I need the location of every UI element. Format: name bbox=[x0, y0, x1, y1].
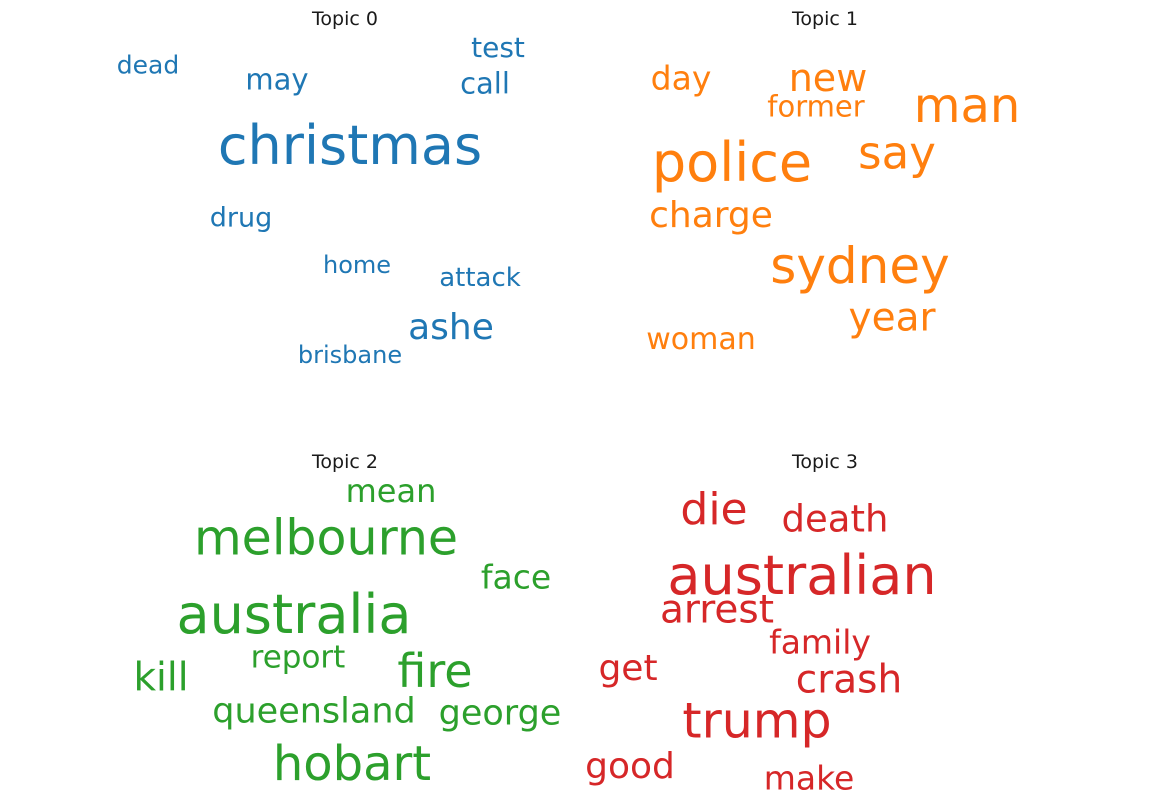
topic-0-word-drug: drug bbox=[209, 202, 273, 234]
topic-3-word-good: good bbox=[585, 746, 675, 787]
topic-2-word-australia: australia bbox=[176, 583, 412, 646]
topic-2-word-fire: fire bbox=[397, 644, 473, 698]
topic-3-word-make: make bbox=[763, 758, 855, 798]
topic-3-word-crash: crash bbox=[795, 657, 903, 703]
topic-2-word-face: face bbox=[480, 557, 552, 597]
topic-2-word-mean: mean bbox=[345, 472, 437, 510]
topic-0-word-dead: dead bbox=[116, 50, 180, 80]
topic-1-wordcloud: police sydney man say year new charge day woman f… bbox=[585, 8, 1065, 388]
topic-3-wordcloud: australian trump die crash arrest death get goo… bbox=[585, 451, 1065, 806]
topic-0-word-may: may bbox=[245, 62, 309, 97]
topic-1-word-new: new bbox=[788, 56, 868, 100]
topic-1-word-charge: charge bbox=[649, 195, 773, 236]
topic-0-title: Topic 0 bbox=[312, 8, 378, 30]
topic-2-title: Topic 2 bbox=[312, 451, 378, 473]
topic-1-panel: Topic 1 police sydney man say year new charge d… bbox=[585, 8, 1065, 388]
topic-3-word-arrest: arrest bbox=[659, 587, 775, 633]
topic-2-word-melbourne: melbourne bbox=[193, 509, 459, 567]
topic-0-panel: Topic 0 christmas ashe may call test drug atta… bbox=[105, 8, 585, 388]
topic-0-word-ashe: ashe bbox=[408, 307, 494, 348]
topic-1-word-say: say bbox=[858, 126, 936, 180]
topic-3-word-get: get bbox=[598, 648, 658, 689]
topic-1-title: Topic 1 bbox=[792, 8, 858, 30]
topic-1-word-police: police bbox=[651, 131, 813, 194]
topic-1-word-year: year bbox=[848, 295, 936, 341]
topic-1-word-former: former bbox=[767, 89, 865, 124]
topic-0-word-christmas: christmas bbox=[217, 114, 483, 177]
topic-2-word-hobart: hobart bbox=[272, 736, 432, 792]
topic-1-word-woman: woman bbox=[646, 322, 756, 357]
topic-2-wordcloud: australia melbourne hobart fire kill queensla… bbox=[105, 451, 585, 806]
topic-3-word-australian: australian bbox=[667, 544, 937, 607]
topic-0-word-attack: attack bbox=[439, 263, 521, 293]
topic-3-title: Topic 3 bbox=[792, 451, 858, 473]
topic-0-word-call: call bbox=[460, 66, 510, 101]
topic-3-word-trump: trump bbox=[682, 692, 832, 750]
topic-0-word-test: test bbox=[471, 31, 525, 64]
topic-0-word-brisbane: brisbane bbox=[297, 341, 403, 369]
topic-3-word-die: die bbox=[680, 484, 748, 535]
topic-1-word-day: day bbox=[650, 58, 712, 98]
topic-1-word-man: man bbox=[913, 78, 1021, 134]
topic-0-word-home: home bbox=[322, 251, 392, 279]
topic-2-word-kill: kill bbox=[133, 655, 189, 701]
topic-3-word-family: family bbox=[769, 622, 871, 662]
topic-2-panel: Topic 2 australia melbourne hobart fire kill… bbox=[105, 451, 585, 806]
topic-3-panel: Topic 3 australian trump die crash arrest dea… bbox=[585, 451, 1065, 806]
topic-1-word-sydney: sydney bbox=[770, 237, 950, 295]
topic-3-word-death: death bbox=[781, 497, 889, 541]
topic-2-word-queensland: queensland bbox=[212, 691, 416, 732]
topic-0-wordcloud: christmas ashe may call test drug attack dead ho… bbox=[105, 8, 585, 388]
topic-2-word-report: report bbox=[250, 639, 346, 676]
topic-2-word-george: george bbox=[438, 693, 562, 734]
